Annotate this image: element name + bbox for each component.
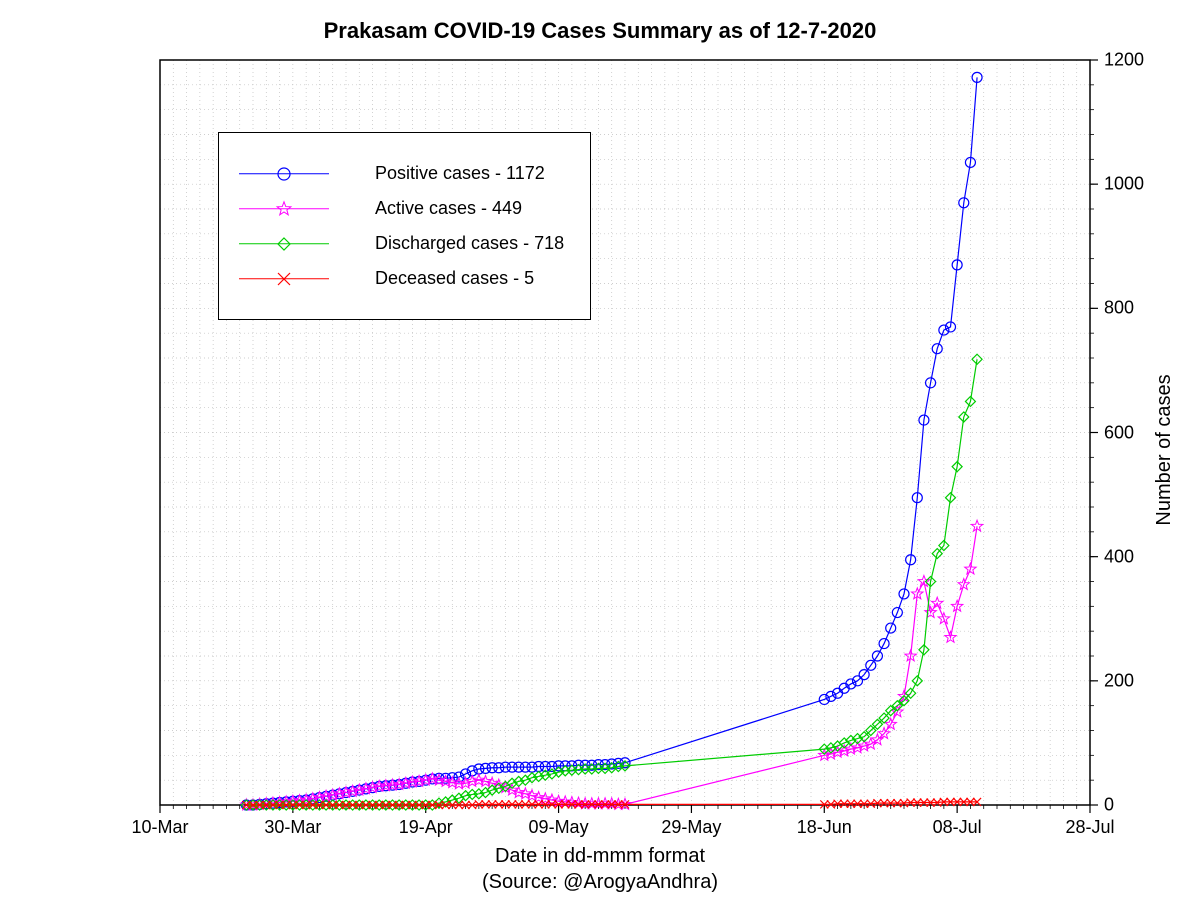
x-axis-label-line2: (Source: @ArogyaAndhra) [482,871,718,893]
legend-item: Active cases - 449 [239,198,564,219]
y-tick-label: 400 [1104,546,1134,567]
legend-item: Deceased cases - 5 [239,268,564,289]
x-tick-label: 30-Mar [264,817,321,838]
circle-icon [274,164,294,184]
x-tick-label: 28-Jul [1065,817,1114,838]
legend-label: Deceased cases - 5 [375,268,534,289]
y-tick-label: 200 [1104,670,1134,691]
legend-item: Discharged cases - 718 [239,233,564,254]
diamond-icon [274,234,294,254]
legend-sample [239,234,329,254]
legend-label: Positive cases - 1172 [375,163,545,184]
x-tick-label: 08-Jul [933,817,982,838]
legend-item: Positive cases - 1172 [239,163,564,184]
chart-title: Prakasam COVID-19 Cases Summary as of 12… [0,18,1200,44]
series-discharged-cases [241,354,982,810]
legend-sample [239,269,329,289]
x-tick-label: 09-May [529,817,589,838]
y-tick-label: 0 [1104,795,1114,816]
legend-sample [239,199,329,219]
legend-label: Active cases - 449 [375,198,522,219]
x-tick-label: 29-May [661,817,721,838]
y-tick-label: 600 [1104,422,1134,443]
y-tick-label: 1000 [1104,174,1144,195]
chart-container: Prakasam COVID-19 Cases Summary as of 12… [0,0,1200,900]
y-tick-label: 1200 [1104,50,1144,71]
y-tick-label: 800 [1104,298,1134,319]
x-icon [274,269,294,289]
x-tick-label: 10-Mar [131,817,188,838]
x-tick-label: 18-Jun [797,817,852,838]
x-axis-label: Date in dd-mmm format (Source: @ArogyaAn… [0,843,1200,895]
legend-sample [239,164,329,184]
x-axis-label-line1: Date in dd-mmm format [495,845,705,867]
star-icon [274,199,294,219]
chart-svg [0,0,1200,900]
x-tick-label: 19-Apr [399,817,453,838]
y-axis-label: Number of cases [1153,374,1176,525]
legend-label: Discharged cases - 718 [375,233,564,254]
legend: Positive cases - 1172 Active cases - 449 D… [218,132,591,320]
